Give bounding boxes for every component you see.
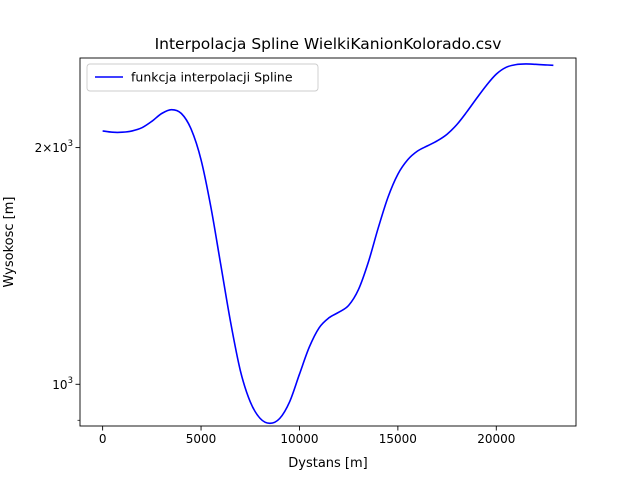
legend-label-spline: funkcja interpolacji Spline [131, 70, 293, 85]
legend: funkcja interpolacji Spline [86, 63, 319, 92]
x-tick-label: 5000 [186, 432, 217, 446]
series-line-spline [102, 63, 554, 425]
y-axis-label: Wysokosc [m] [2, 197, 17, 288]
y-tick-label: 103 [52, 376, 73, 392]
x-tick-label: 15000 [379, 432, 417, 446]
x-axis-ticks: 0 5000 10000 15000 20000 [99, 426, 515, 446]
plot-area-frame [79, 57, 577, 427]
x-tick-label: 10000 [280, 432, 318, 446]
legend-box [86, 63, 319, 92]
chart-title: Interpolacja Spline WielkiKanionKolorado… [155, 35, 502, 53]
x-tick-label: 20000 [477, 432, 515, 446]
y-tick-label: 2×103 [35, 139, 73, 155]
y-axis-ticks: 103 2×103 [35, 139, 80, 421]
series-layer [102, 63, 554, 425]
x-axis-label: Dystans [m] [288, 456, 368, 471]
x-tick-label: 0 [99, 432, 107, 446]
